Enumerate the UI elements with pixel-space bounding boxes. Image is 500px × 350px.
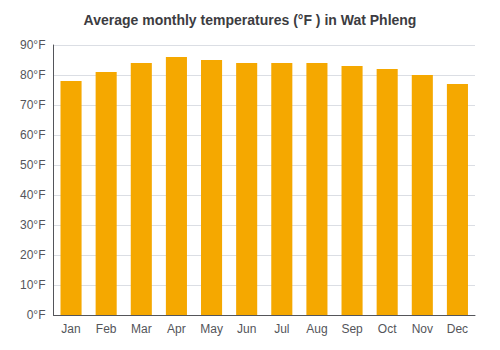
svg-text:60°F: 60°F	[20, 128, 45, 142]
svg-text:Feb: Feb	[96, 322, 117, 336]
svg-text:90°F: 90°F	[20, 38, 45, 52]
svg-text:70°F: 70°F	[20, 98, 45, 112]
svg-text:Nov: Nov	[412, 322, 433, 336]
svg-text:Jul: Jul	[274, 322, 289, 336]
svg-text:50°F: 50°F	[20, 158, 45, 172]
svg-text:0°F: 0°F	[27, 308, 46, 322]
svg-text:Apr: Apr	[167, 322, 186, 336]
svg-text:Aug: Aug	[306, 322, 327, 336]
svg-text:Jun: Jun	[237, 322, 256, 336]
svg-text:40°F: 40°F	[20, 188, 45, 202]
svg-text:Dec: Dec	[447, 322, 468, 336]
svg-text:30°F: 30°F	[20, 218, 45, 232]
svg-text:20°F: 20°F	[20, 248, 45, 262]
svg-text:80°F: 80°F	[20, 68, 45, 82]
svg-text:Average monthly temperatures (: Average monthly temperatures (°F ) in Wa…	[84, 12, 417, 28]
svg-text:Sep: Sep	[341, 322, 363, 336]
svg-text:10°F: 10°F	[20, 278, 45, 292]
svg-text:Jan: Jan	[61, 322, 80, 336]
svg-text:Oct: Oct	[378, 322, 397, 336]
svg-text:May: May	[200, 322, 223, 336]
svg-text:Mar: Mar	[131, 322, 152, 336]
